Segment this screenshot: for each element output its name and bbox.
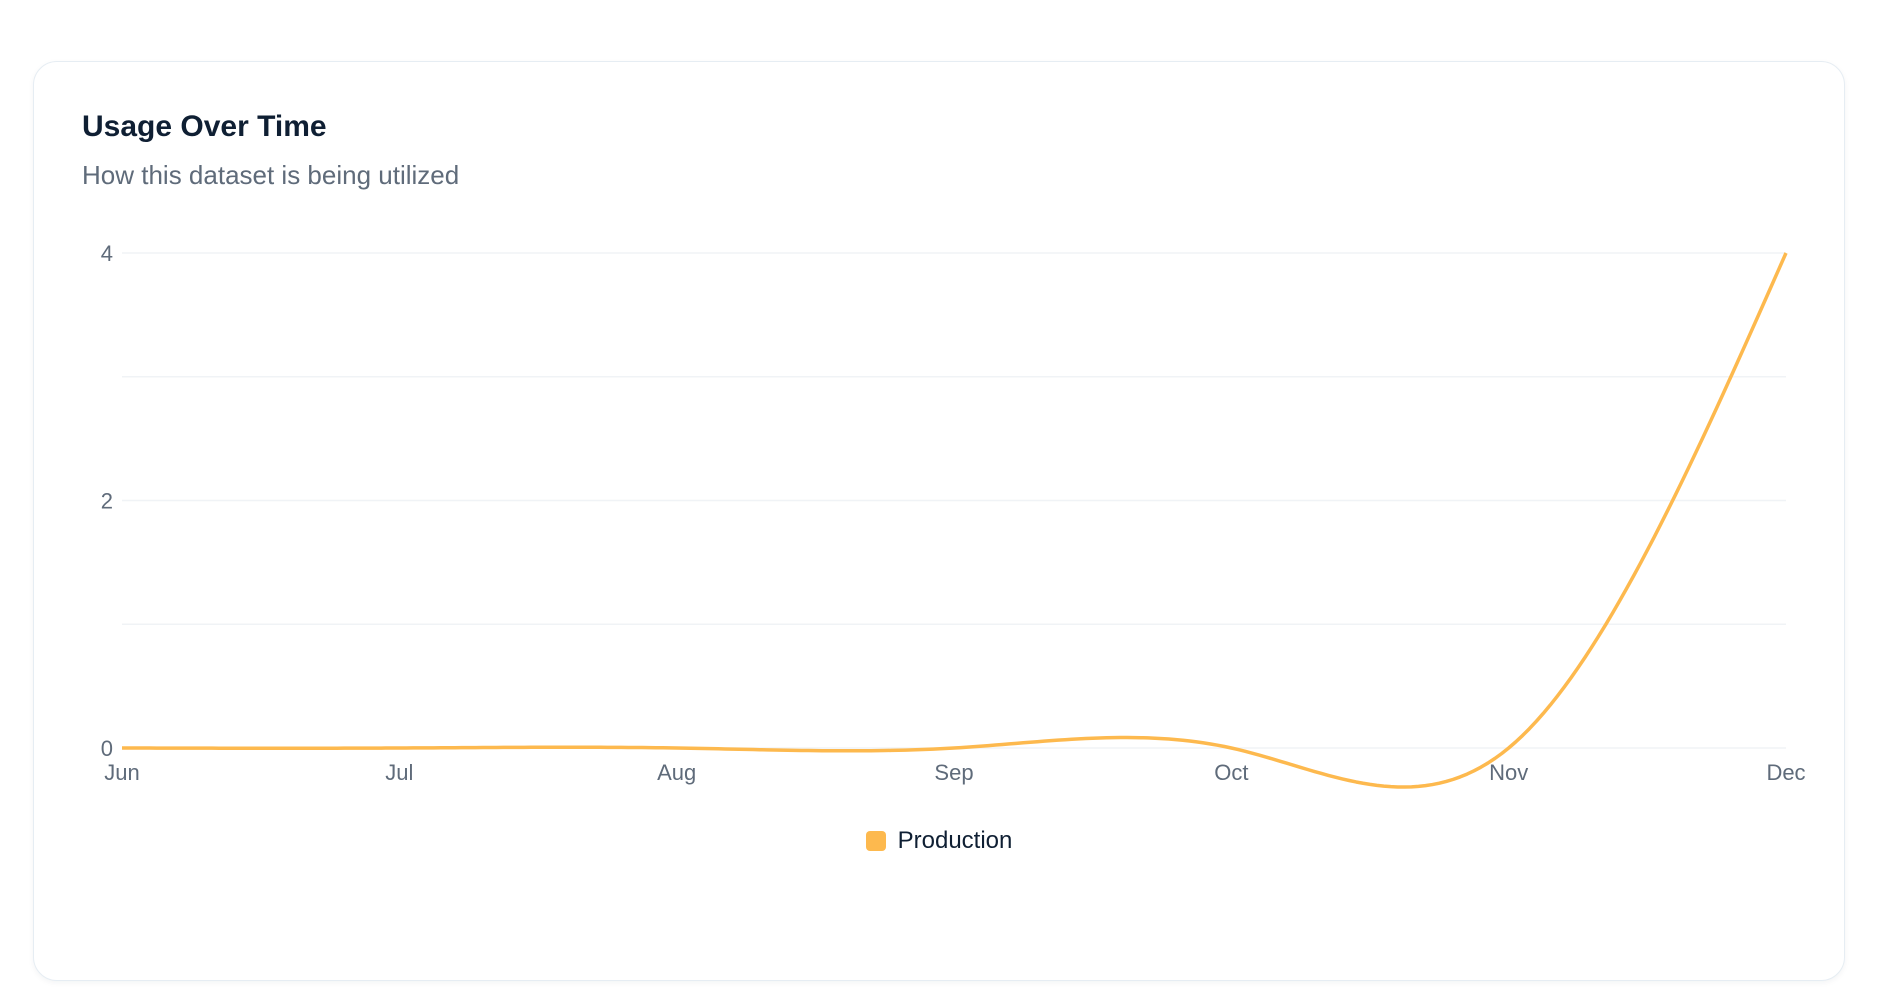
x-tick-label: Dec — [1766, 760, 1805, 785]
x-tick-label: Jun — [104, 760, 139, 785]
card-subtitle: How this dataset is being utilized — [82, 160, 460, 190]
y-tick-label: 4 — [101, 241, 113, 266]
card-title: Usage Over Time — [82, 110, 327, 143]
y-tick-label: 2 — [101, 489, 113, 514]
x-tick-label: Jul — [385, 760, 413, 785]
x-tick-label: Sep — [934, 760, 973, 785]
series-line-production — [121, 252, 1788, 789]
legend-swatch-production — [865, 831, 886, 851]
x-tick-label: Oct — [1214, 760, 1248, 785]
chart-legend: Production — [34, 827, 1844, 855]
y-tick-label: 0 — [101, 736, 113, 761]
legend-label-production[interactable]: Production — [897, 827, 1013, 854]
usage-chart-card: Usage Over Time How this dataset is bein… — [33, 61, 1845, 981]
x-tick-label: Nov — [1489, 760, 1528, 785]
x-tick-label: Aug — [657, 760, 696, 785]
